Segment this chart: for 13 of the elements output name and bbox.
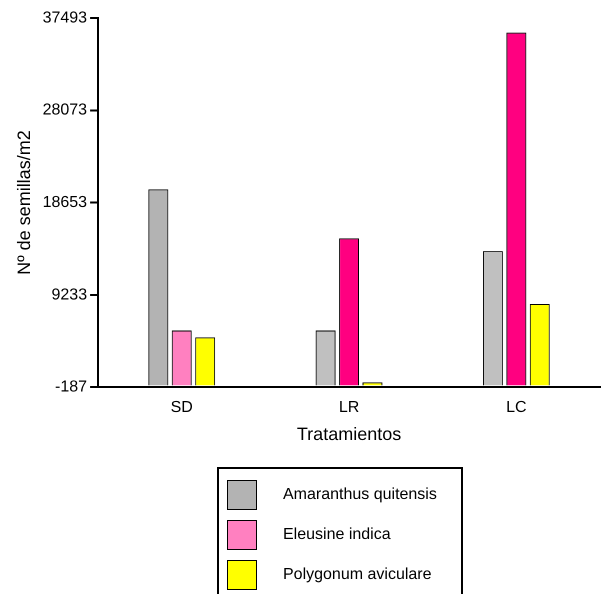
y-tick-label: 37493	[42, 9, 88, 26]
y-tick-label: -187	[55, 378, 88, 396]
x-tick-label: SD	[170, 399, 193, 416]
y-axis-title: Nº de semillas/m2	[14, 130, 34, 275]
x-axis-title: Tratamientos	[296, 424, 402, 444]
x-tick-label: LR	[338, 399, 360, 416]
legend-label: Amaranthus quitensis	[283, 486, 437, 504]
x-tick-label: LC	[506, 399, 527, 416]
y-tick-label: 9233	[52, 286, 88, 304]
y-tick-label: 28073	[42, 102, 88, 119]
legend-label: Eleusine indica	[283, 526, 391, 544]
legend-label: Polygonum aviculare	[283, 566, 432, 584]
y-tick-label: 18653	[42, 194, 88, 212]
